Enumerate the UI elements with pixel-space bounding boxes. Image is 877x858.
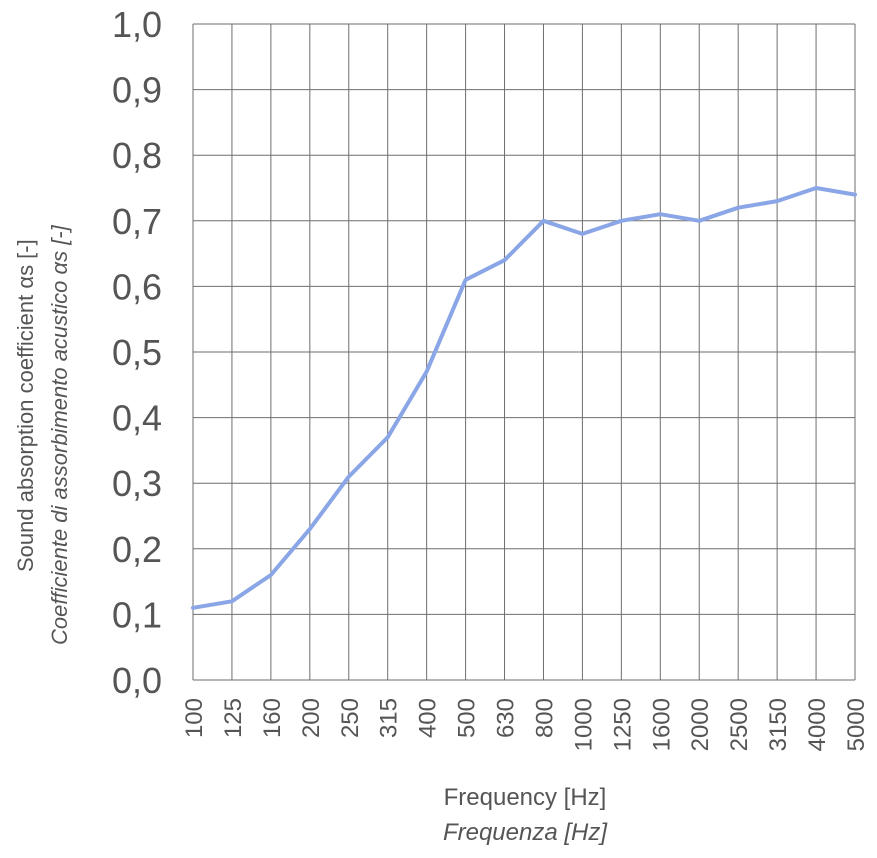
y-tick-label: 0,0 <box>112 660 162 701</box>
x-tick-label: 500 <box>454 698 481 738</box>
x-tick-label: 100 <box>181 698 208 738</box>
x-tick-label: 160 <box>259 698 286 738</box>
x-axis-label-italian: Frequenza [Hz] <box>443 819 608 846</box>
x-tick-label: 4000 <box>804 698 831 751</box>
y-tick-label: 1,0 <box>112 4 162 45</box>
y-tick-label: 0,9 <box>112 70 162 111</box>
y-tick-label: 0,1 <box>112 594 162 635</box>
y-tick-label: 0,3 <box>112 463 162 504</box>
y-tick-label: 0,4 <box>112 398 162 439</box>
x-tick-label: 1000 <box>570 698 597 751</box>
x-tick-label: 800 <box>531 698 558 738</box>
y-axis-label-italian: Coefficiente di assorbimento acustico αs… <box>47 224 72 645</box>
x-tick-label: 400 <box>415 698 442 738</box>
x-tick-label: 250 <box>337 698 364 738</box>
y-axis-label: Sound absorption coefficient αs [-] <box>13 239 38 572</box>
x-tick-label: 315 <box>376 698 403 738</box>
x-tick-label: 1250 <box>609 698 636 751</box>
x-tick-label: 630 <box>493 698 520 738</box>
y-tick-label: 0,5 <box>112 332 162 373</box>
x-tick-label: 1600 <box>648 698 675 751</box>
y-tick-label: 0,7 <box>112 201 162 242</box>
x-tick-label: 2500 <box>726 698 753 751</box>
y-tick-label: 0,2 <box>112 529 162 570</box>
x-tick-label: 3150 <box>765 698 792 751</box>
y-tick-label: 0,8 <box>112 135 162 176</box>
x-tick-label: 125 <box>220 698 247 738</box>
series-line <box>191 186 857 610</box>
x-axis-label: Frequency [Hz] <box>444 784 607 811</box>
x-tick-label: 200 <box>298 698 325 738</box>
x-tick-label: 5000 <box>843 698 870 751</box>
x-tick-labels: 100 125 160 200 250 315 400 500 630 800 1000 1250 16… <box>181 698 870 751</box>
y-tick-label: 0,6 <box>112 266 162 307</box>
x-tick-label: 2000 <box>687 698 714 751</box>
chart-grid <box>192 23 856 681</box>
y-tick-labels: 0,0 0,1 0,2 0,3 0,4 0,5 0,6 0,7 0,8 0,9 1,0 <box>112 4 162 701</box>
